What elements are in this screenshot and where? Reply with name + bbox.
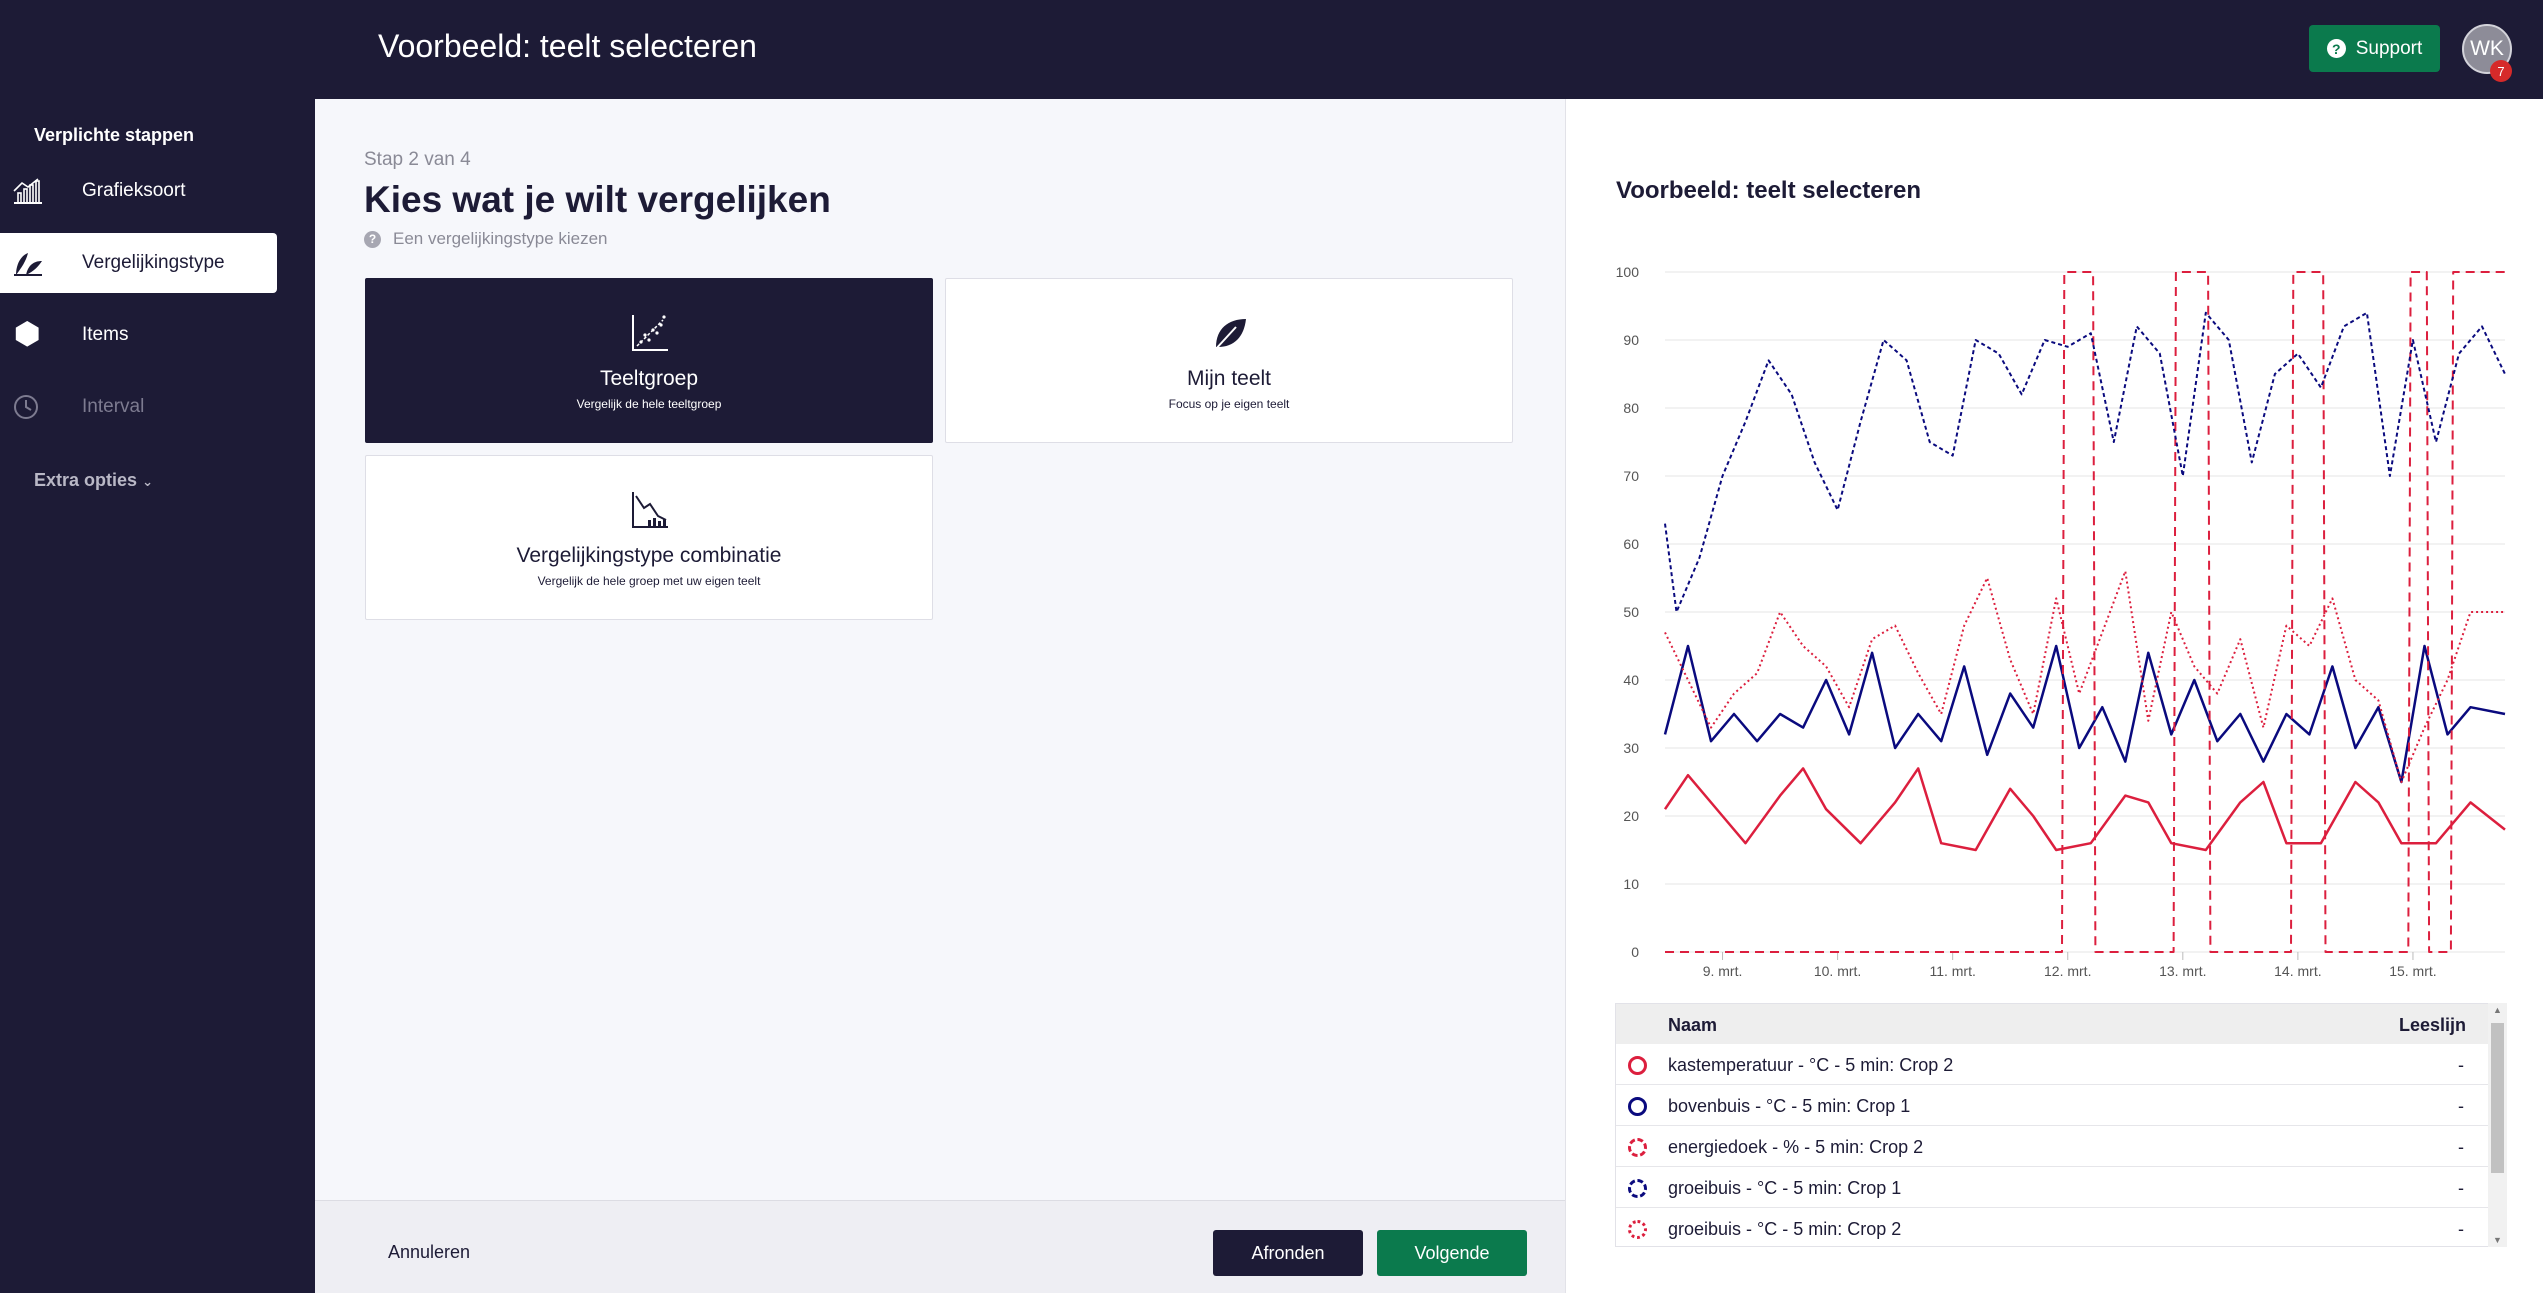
y-tick-label: 90	[1623, 332, 1639, 348]
series-line-2	[1665, 271, 2505, 953]
sidebar-item-vergelijkingstype[interactable]: Vergelijkingstype	[0, 233, 277, 293]
notification-badge: 7	[2490, 60, 2512, 82]
legend-series-name: groeibuis - °C - 5 min: Crop 1	[1668, 1178, 1902, 1198]
avatar[interactable]: WK	[2462, 24, 2512, 74]
series-line-3	[1664, 311, 2506, 613]
card-subtitle: Focus op je eigen teelt	[1168, 397, 1290, 411]
card-vergelijkingstype-combinatie[interactable]: Vergelijkingstype combinatie Vergelijk d…	[365, 455, 933, 620]
y-tick-label: 100	[1616, 264, 1640, 280]
support-label: Support	[2355, 37, 2423, 59]
x-tick-label: 11. mrt.	[1929, 963, 1975, 979]
sidebar-section-title: Verplichte stappen	[34, 125, 195, 145]
legend-table: Naam Leeslijn kastemperatuur - °C - 5 mi…	[1615, 1003, 2507, 1247]
legend-row[interactable]: kastemperatuur - °C - 5 min: Crop 2 -	[1616, 1044, 2506, 1085]
series-marker-icon	[1628, 1179, 1647, 1198]
help-icon: ?	[364, 230, 381, 248]
card-teeltgroep[interactable]: Teeltgroep Vergelijk de hele teeltgroep	[365, 278, 933, 443]
sidebar: Verplichte stappen Grafieksoort Vergelij…	[0, 99, 315, 1293]
wizard-footer: Annuleren Afronden Volgende	[315, 1200, 1565, 1293]
series-line-0	[1663, 767, 2506, 852]
y-tick-label: 70	[1623, 468, 1639, 484]
preview-chart: 0 10 20 30 40 50 60 70 80 90 100 9. mrt. 10. mrt. 11.…	[1616, 264, 2506, 979]
preview-title: Voorbeeld: teelt selecteren	[1616, 177, 1921, 204]
legend-row[interactable]: bovenbuis - °C - 5 min: Crop 1 -	[1616, 1085, 2506, 1126]
y-tick-label: 20	[1623, 808, 1639, 824]
step-heading: Kies wat je wilt vergelijken	[364, 179, 831, 220]
y-tick-label: 60	[1623, 536, 1639, 552]
step-indicator: Stap 2 van 4	[364, 149, 471, 170]
legend-series-value: -	[2458, 1137, 2464, 1157]
legend-row[interactable]: groeibuis - °C - 5 min: Crop 1 -	[1616, 1167, 2506, 1208]
legend-series-name: kastemperatuur - °C - 5 min: Crop 2	[1668, 1055, 1954, 1075]
legend-col-name: Naam	[1668, 1015, 1718, 1035]
extra-options-label: Extra opties	[34, 470, 138, 490]
card-subtitle: Vergelijk de hele groep met uw eigen tee…	[537, 574, 761, 588]
legend-scrollbar[interactable]: ▲ ▼	[2488, 1003, 2507, 1247]
sidebar-item-items[interactable]: Items	[0, 305, 277, 365]
legend-series-value: -	[2458, 1096, 2464, 1116]
next-button[interactable]: Volgende	[1377, 1230, 1527, 1276]
series-line-1	[1663, 644, 2506, 784]
y-tick-label: 10	[1623, 876, 1639, 892]
series-marker-icon	[1628, 1220, 1647, 1239]
legend-col-value: Leeslijn	[2398, 1015, 2466, 1035]
top-bar: Voorbeeld: teelt selecteren ? Support WK…	[0, 0, 2543, 99]
finish-button[interactable]: Afronden	[1213, 1230, 1363, 1276]
cancel-button[interactable]: Annuleren	[388, 1242, 471, 1262]
card-title: Vergelijkingstype combinatie	[516, 544, 782, 567]
sidebar-item-label: Items	[82, 324, 129, 345]
bar-chart-icon	[13, 178, 42, 204]
sidebar-item-interval[interactable]: Interval	[0, 377, 277, 437]
step-hint: ? Een vergelijkingstype kiezen	[364, 229, 608, 249]
scrollbar-thumb[interactable]	[2491, 1023, 2504, 1173]
y-tick-label: 80	[1623, 400, 1639, 416]
legend-series-name: energiedoek - % - 5 min: Crop 2	[1668, 1137, 1924, 1157]
y-tick-label: 40	[1623, 672, 1639, 688]
y-tick-label: 50	[1623, 604, 1639, 620]
main-panel: Stap 2 van 4 Kies wat je wilt vergelijke…	[315, 99, 1565, 1200]
leaf-icon	[1213, 319, 1246, 352]
hexagon-icon	[15, 321, 39, 347]
sidebar-item-label: Vergelijkingstype	[82, 252, 225, 273]
legend-series-name: bovenbuis - °C - 5 min: Crop 1	[1668, 1096, 1911, 1116]
combo-chart-icon	[632, 492, 668, 528]
x-tick-label: 12. mrt.	[2044, 963, 2091, 979]
x-tick-label: 15. mrt.	[2389, 963, 2436, 979]
clock-icon	[14, 395, 38, 419]
card-mijn-teelt[interactable]: Mijn teelt Focus op je eigen teelt	[945, 278, 1513, 443]
support-button[interactable]: ? Support	[2309, 25, 2440, 72]
help-icon: ?	[2326, 39, 2346, 58]
x-tick-label: 9. mrt.	[1703, 963, 1743, 979]
sidebar-item-label: Interval	[82, 396, 145, 417]
legend-series-name: groeibuis - °C - 5 min: Crop 2	[1668, 1219, 1902, 1239]
scroll-down-icon[interactable]: ▼	[2493, 1235, 2502, 1245]
card-title: Mijn teelt	[1186, 367, 1272, 390]
card-subtitle: Vergelijk de hele teeltgroep	[576, 397, 722, 411]
x-tick-label: 13. mrt.	[2159, 963, 2206, 979]
scroll-up-icon[interactable]: ▲	[2493, 1005, 2502, 1015]
series-marker-icon	[1628, 1138, 1647, 1157]
x-tick-label: 10. mrt.	[1814, 963, 1861, 979]
hint-text: Een vergelijkingstype kiezen	[393, 229, 608, 248]
card-title: Teeltgroep	[599, 367, 699, 390]
extra-options-toggle[interactable]: Extra opties ⌄	[34, 470, 153, 491]
legend-row[interactable]: groeibuis - °C - 5 min: Crop 2 -	[1616, 1208, 2506, 1246]
sidebar-item-grafieksoort[interactable]: Grafieksoort	[0, 161, 277, 221]
y-tick-label: 0	[1631, 944, 1639, 960]
legend-header: Naam Leeslijn	[1616, 1004, 2506, 1044]
series-line-4	[1664, 570, 2505, 783]
x-tick-label: 14. mrt.	[2274, 963, 2321, 979]
page-title: Voorbeeld: teelt selecteren	[378, 28, 757, 64]
plants-icon	[14, 253, 42, 276]
y-tick-label: 30	[1623, 740, 1639, 756]
series-marker-icon	[1628, 1097, 1647, 1116]
sidebar-item-label: Grafieksoort	[82, 180, 186, 201]
legend-series-value: -	[2458, 1219, 2464, 1239]
legend-series-value: -	[2458, 1178, 2464, 1198]
series-marker-icon	[1628, 1056, 1647, 1075]
chevron-down-icon: ⌄	[142, 474, 153, 489]
legend-row[interactable]: energiedoek - % - 5 min: Crop 2 -	[1616, 1126, 2506, 1167]
scatter-chart-icon	[632, 315, 668, 351]
legend-series-value: -	[2458, 1055, 2464, 1075]
